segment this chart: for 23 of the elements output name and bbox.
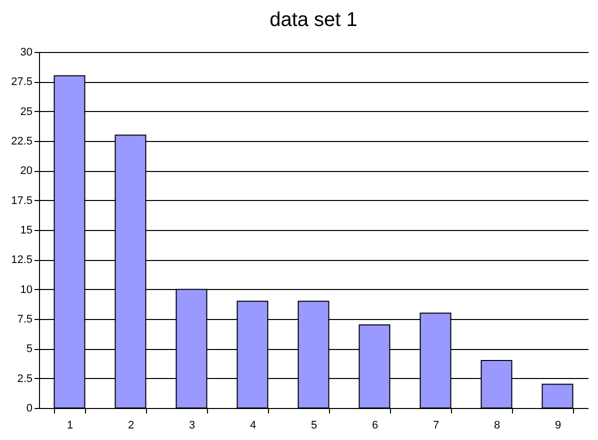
x-tick-label: 5: [310, 420, 318, 432]
y-tick-label: 22.5: [11, 136, 32, 148]
y-tick-label: 0: [26, 402, 32, 414]
x-tick-label: 7: [432, 420, 440, 432]
x-tick-label: 2: [128, 420, 134, 432]
x-tick-label: 6: [372, 420, 378, 432]
chart-title: data set 1: [270, 9, 358, 31]
x-tick-label: 1: [66, 420, 74, 432]
y-tick-label: 25: [20, 106, 32, 118]
y-tick-label: 30: [20, 46, 32, 58]
y-tick-label: 27.5: [11, 76, 32, 88]
x-tick-label: 8: [494, 420, 500, 432]
y-tick-label: 15: [20, 224, 32, 236]
y-tick-label: 17.5: [11, 194, 32, 207]
y-tick-label: 12.5: [11, 254, 32, 266]
y-tick-label: 5: [26, 343, 32, 356]
x-tick-label: 9: [554, 420, 562, 432]
y-tick-label: 2.5: [17, 372, 32, 385]
y-tick-label: 20: [20, 165, 32, 178]
y-tick-label: 10: [20, 284, 32, 296]
y-tick-label: 7.5: [17, 314, 32, 326]
x-tick-label: 4: [250, 420, 256, 432]
x-tick-label: 3: [188, 420, 196, 432]
